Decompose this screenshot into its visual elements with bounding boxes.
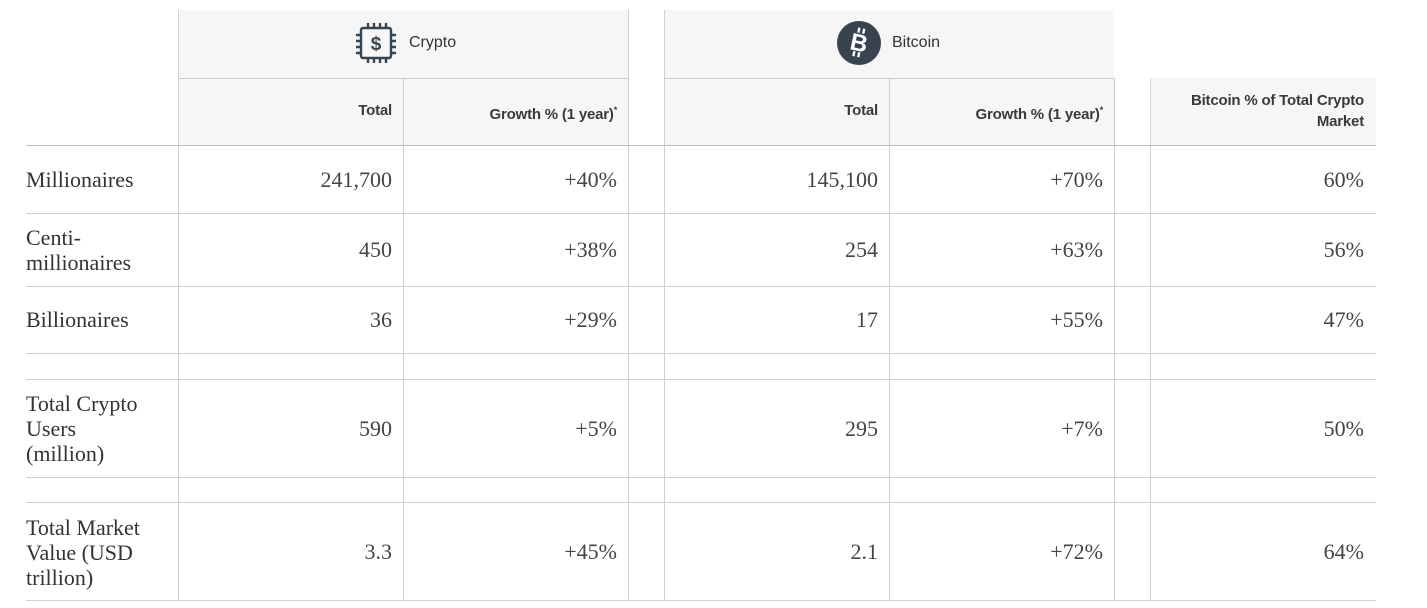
footnote-mark: * [613,105,618,115]
group-label-bitcoin: Bitcoin [892,34,941,51]
table-cell: 450 [359,237,392,262]
grid-vline [664,10,665,600]
column-header-label: Total [358,102,392,119]
grid-hline [26,477,1376,478]
grid-vline [889,78,890,600]
table-cell: +40% [564,167,617,192]
table-cell: +70% [1050,167,1103,192]
grid-hline [26,600,1376,601]
grid-vline [403,78,404,600]
column-header: Bitcoin % of Total Crypto Market [1170,90,1364,132]
dollar-chip-icon: $ [356,23,396,63]
table-cell: +5% [575,416,617,441]
table-cell: 3.3 [364,539,393,564]
grid-vline [1114,78,1115,600]
table-cell: 47% [1323,307,1364,332]
grid-hline [26,213,1376,214]
table-cell: +63% [1050,237,1103,262]
table-cell: 145,100 [806,167,879,192]
grid-vline [1150,78,1151,600]
table-cell: 17 [856,307,878,332]
row-label: Total Crypto Users (million) [26,391,138,466]
column-header-label: Total [844,102,878,119]
table-cell: 241,700 [320,167,393,192]
table-cell: +55% [1050,307,1103,332]
row-label: Millionaires [26,167,134,192]
table-cell: 590 [359,416,392,441]
row-label: Total Market Value (USD trillion) [26,515,140,590]
table-cell: +29% [564,307,617,332]
table-cell: 2.1 [850,539,879,564]
bitcoin-icon: B [837,21,881,65]
column-header-label: Growth % (1 year) [489,106,614,123]
grid-hline [179,78,628,79]
column-header-label: Bitcoin % of Total Crypto Market [1190,92,1364,130]
column-header: Growth % (1 year)* [405,100,618,125]
group-title-bitcoin: B Bitcoin [836,20,940,66]
share-header-bg [1150,78,1376,145]
table-cell: 60% [1323,167,1364,192]
table-cell: +38% [564,237,617,262]
table-cell: 50% [1323,416,1364,441]
grid-hline [26,379,1376,380]
table-cell: 56% [1323,237,1364,262]
table-cell: 36 [370,307,392,332]
table-cell: 64% [1323,539,1364,564]
group-label-crypto: Crypto [409,34,457,51]
grid-hline [665,78,1114,79]
grid-hline [26,286,1376,287]
svg-text:$: $ [371,34,382,55]
table-cell: +72% [1050,539,1103,564]
column-header: Total [180,100,392,121]
table-cell: +7% [1061,416,1103,441]
row-label: Centi-millionaires [26,225,132,275]
table-cell: 254 [845,237,878,262]
group-title-crypto: $ Crypto [353,20,456,66]
grid-vline [178,10,179,600]
column-header: Growth % (1 year)* [891,100,1104,125]
grid-hline [26,502,1376,503]
column-header-label: Growth % (1 year) [975,106,1100,123]
grid-vline [628,10,629,600]
footnote-mark: * [1099,105,1104,115]
grid-hline [26,145,1376,146]
table-cell: +45% [564,539,617,564]
column-header: Total [666,100,878,121]
row-label: Billionaires [26,307,129,332]
grid-hline [26,353,1376,354]
table-cell: 295 [845,416,878,441]
